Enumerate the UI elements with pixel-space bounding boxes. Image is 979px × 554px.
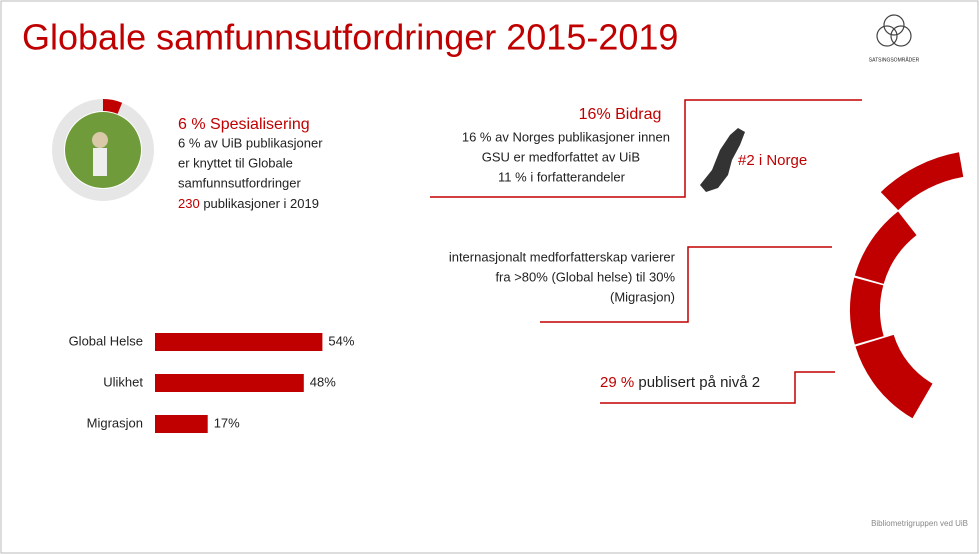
bar xyxy=(155,333,323,351)
count: 230 xyxy=(178,196,200,211)
heading: 6 % Spesialisering xyxy=(178,116,310,133)
bar xyxy=(155,374,304,392)
text-line: GSU er medforfattet av UiB xyxy=(482,149,640,164)
niva-text: 29 % publisert på nivå 2 xyxy=(600,374,760,391)
connector xyxy=(540,246,832,323)
text-line: 11 % i forfatterandeler xyxy=(498,169,626,184)
text-line: 16 % av Norges publikasjoner innen xyxy=(462,129,670,144)
text-line: er knyttet til Globale xyxy=(178,155,293,170)
decor-arc xyxy=(854,211,917,284)
logo xyxy=(876,14,912,47)
title: Globale samfunnsutfordringer 2015-2019 xyxy=(22,17,678,58)
connector xyxy=(600,371,835,404)
bar-label: Ulikhet xyxy=(103,374,143,389)
text-line: 230 publikasjoner i 2019 xyxy=(178,196,319,211)
ring-segment xyxy=(103,99,123,114)
text-line: 6 % av UiB publikasjoner xyxy=(178,135,323,150)
rank: #2 i Norge xyxy=(738,152,807,169)
photo-figure xyxy=(92,132,108,148)
norway-map xyxy=(700,128,745,192)
bar-value: 17% xyxy=(214,415,240,430)
text-line: internasjonalt medforfatterskap varierer xyxy=(449,249,676,264)
niva-suffix: publisert på nivå 2 xyxy=(634,374,760,391)
count-suffix: publikasjoner i 2019 xyxy=(200,196,319,211)
text-line: fra >80% (Global helse) til 30% xyxy=(495,269,675,284)
decor-arc xyxy=(850,277,884,345)
text-line: (Migrasjon) xyxy=(610,289,675,304)
footer: Bibliometrigruppen ved UiB xyxy=(871,519,968,528)
logo-text: SATSINGSOMRÅDER xyxy=(869,56,920,63)
bar xyxy=(155,415,208,433)
heading: 16% Bidrag xyxy=(579,106,662,123)
connector xyxy=(430,99,862,198)
decor-arc xyxy=(855,334,933,419)
bar-value: 54% xyxy=(328,333,354,348)
bar-label: Migrasjon xyxy=(87,415,143,430)
text-line: samfunnsutfordringer xyxy=(178,175,302,190)
bar-label: Global Helse xyxy=(69,333,143,348)
decor-arc xyxy=(880,152,964,211)
niva-percent: 29 % xyxy=(600,374,634,391)
photo-figure xyxy=(93,148,107,176)
bar-value: 48% xyxy=(310,374,336,389)
